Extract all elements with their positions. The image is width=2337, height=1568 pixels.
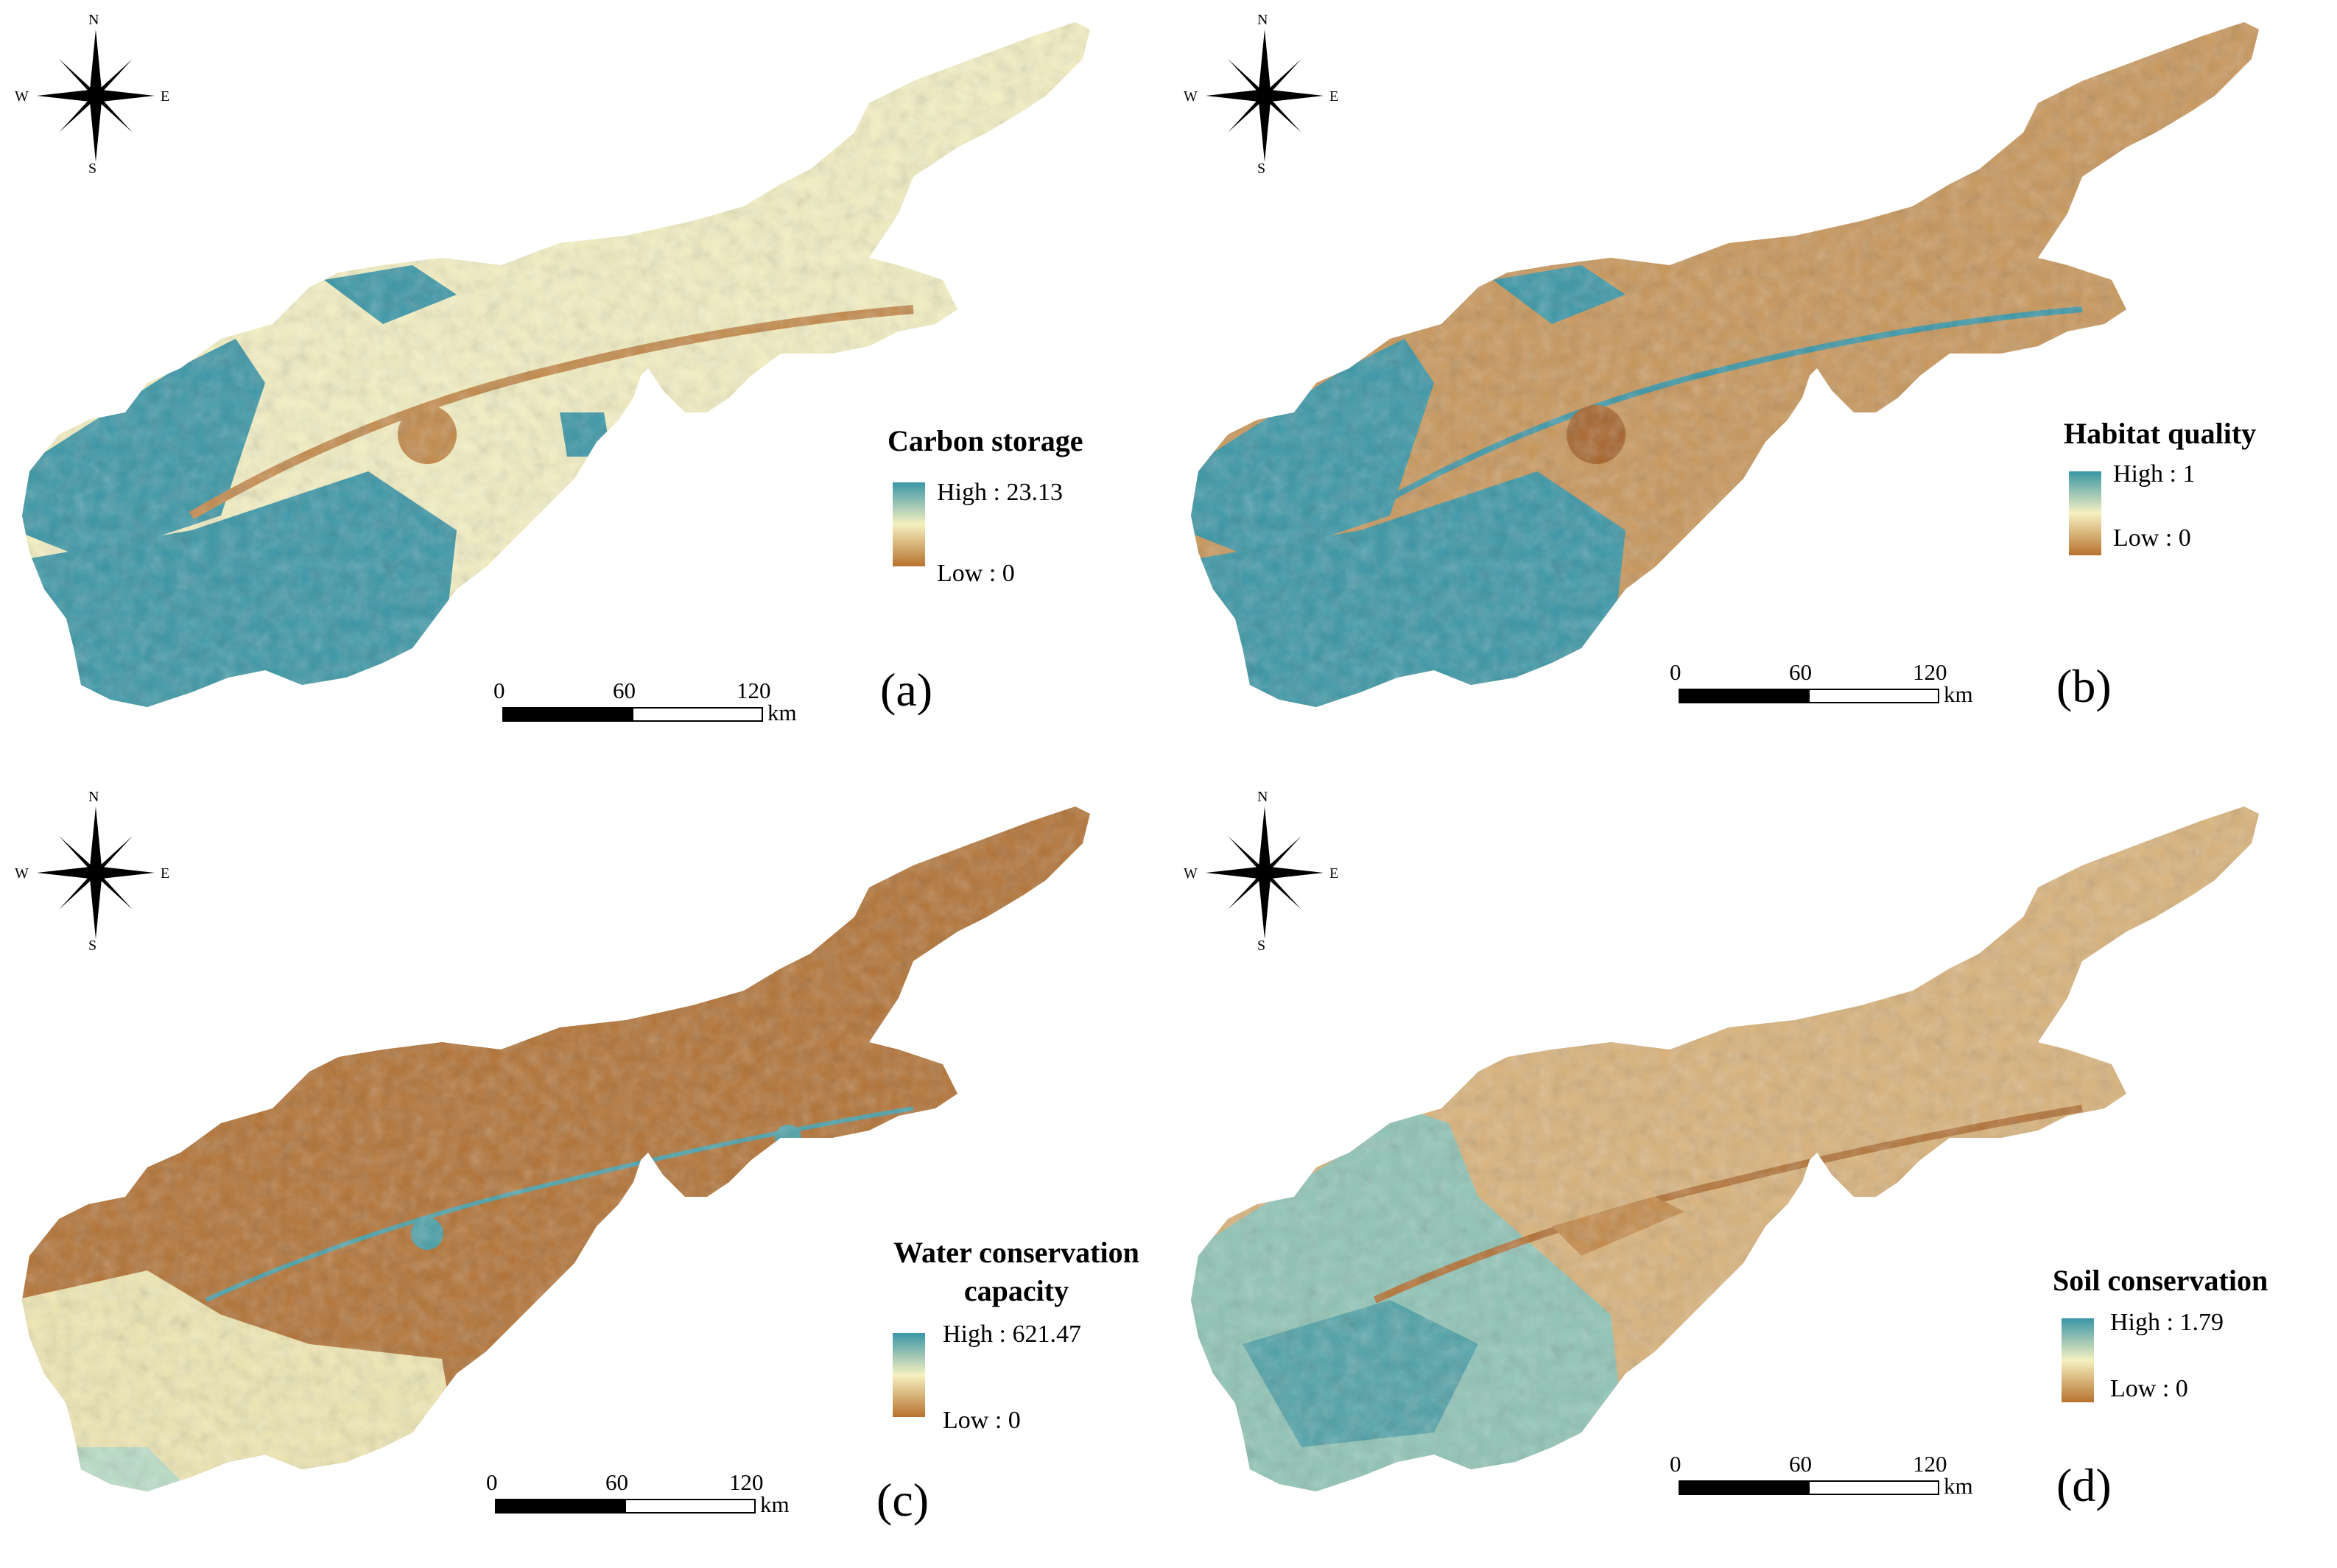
map-panel-habitat-quality: N S W E Habitat quality High : 1 Low : 0…	[1169, 0, 2337, 784]
scale-segment-white	[625, 1499, 756, 1513]
compass-w: W	[15, 88, 29, 105]
scale-tick-0: 0	[493, 678, 505, 703]
panel-label: (a)	[880, 664, 933, 716]
scale-unit: km	[760, 1491, 790, 1517]
compass-e: E	[161, 88, 170, 105]
scale-unit: km	[767, 700, 797, 725]
compass-e: E	[161, 865, 170, 882]
basin-map-d	[1191, 806, 2259, 1491]
scale-tick-120: 120	[1913, 659, 1947, 685]
panel-label: (d)	[2056, 1459, 2112, 1511]
legend-high: High : 1	[2113, 460, 2196, 488]
map-panel-carbon-storage: N S W E Carbon storage High : 23.13 Low …	[0, 0, 1168, 784]
scale-unit: km	[1944, 681, 1973, 707]
scale-bar: 0 60 120 km	[486, 1469, 795, 1528]
legend-high: High : 23.13	[937, 479, 1063, 506]
scale-segment-black	[1679, 689, 1810, 703]
scale-bar: 0 60 120 km	[1670, 659, 1979, 718]
compass-n: N	[1257, 12, 1268, 28]
legend-high: High : 621.47	[943, 1321, 1081, 1348]
compass-e: E	[1329, 865, 1339, 882]
legend-color-ramp	[893, 482, 925, 566]
basin-map-b	[1191, 22, 2259, 707]
compass-w: W	[1184, 865, 1198, 882]
legend-title: Soil conservation	[2053, 1264, 2269, 1297]
scale-tick-60: 60	[605, 1469, 628, 1495]
compass-e: E	[1329, 88, 1339, 105]
scale-bar: 0 60 120 km	[1670, 1451, 1979, 1510]
scale-tick-120: 120	[729, 1469, 764, 1495]
scale-segment-black	[495, 1499, 626, 1513]
north-arrow-icon: N S W E	[1184, 12, 1346, 177]
scale-tick-120: 120	[1913, 1451, 1947, 1477]
legend-low: Low : 0	[2110, 1375, 2188, 1402]
scale-segment-white	[1808, 689, 1939, 703]
scale-bar: 0 60 120 km	[493, 678, 803, 736]
scale-segment-black	[1679, 1480, 1810, 1495]
scale-tick-0: 0	[1670, 1451, 1681, 1477]
scale-tick-0: 0	[486, 1469, 498, 1495]
legend-low: Low : 0	[2113, 524, 2191, 552]
basin-map-a	[22, 22, 1090, 707]
scale-segment-white	[632, 707, 763, 722]
legend-title: Carbon storage	[888, 424, 1083, 457]
compass-s: S	[1257, 938, 1266, 954]
scale-tick-120: 120	[737, 678, 771, 703]
legend-title: Habitat quality	[2064, 417, 2257, 450]
compass-n: N	[88, 12, 99, 28]
compass-w: W	[15, 865, 29, 882]
legend-color-ramp	[2069, 471, 2101, 555]
legend-title: Water conservation capacity	[893, 1236, 1139, 1307]
compass-s: S	[1257, 161, 1266, 177]
legend-high: High : 1.79	[2110, 1309, 2224, 1336]
compass-w: W	[1184, 88, 1198, 105]
legend-low: Low : 0	[943, 1407, 1021, 1434]
north-arrow-icon: N S W E	[1184, 789, 1346, 954]
legend-color-ramp	[893, 1333, 925, 1417]
compass-s: S	[88, 938, 97, 954]
compass-n: N	[1257, 789, 1268, 805]
map-panel-water-conservation: N S W E Water conservation capacity High…	[0, 784, 1168, 1568]
scale-unit: km	[1944, 1473, 1973, 1499]
scale-tick-60: 60	[613, 678, 636, 703]
scale-segment-black	[502, 707, 633, 722]
scale-tick-60: 60	[1789, 659, 1812, 685]
scale-tick-60: 60	[1789, 1451, 1812, 1477]
legend-low: Low : 0	[937, 560, 1015, 587]
map-panel-soil-conservation: N S W E Soil conservation High : 1.79 Lo…	[1169, 784, 2337, 1568]
panel-label: (c)	[876, 1474, 929, 1526]
scale-tick-0: 0	[1670, 659, 1681, 685]
compass-n: N	[88, 789, 99, 805]
scale-segment-white	[1808, 1480, 1939, 1495]
compass-s: S	[88, 161, 97, 177]
legend-color-ramp	[2062, 1318, 2094, 1402]
panel-label: (b)	[2056, 660, 2112, 712]
north-arrow-icon: N S W E	[15, 789, 177, 954]
north-arrow-icon: N S W E	[15, 12, 177, 177]
